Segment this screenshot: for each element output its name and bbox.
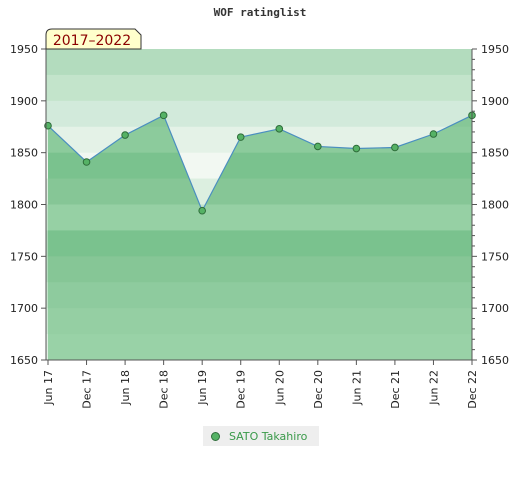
background-band [46, 49, 472, 76]
y-tick-label-right: 1900 [481, 95, 509, 108]
y-tick-label-right: 1950 [481, 43, 509, 56]
series-line [47, 114, 473, 213]
data-point [275, 125, 284, 133]
year-range-badge: 2017–2022 [45, 28, 142, 50]
area-band [48, 178, 472, 205]
area-band [48, 308, 472, 335]
y-axis-left-labels: 1650 1700 1750 1800 1850 1900 1950 [10, 43, 38, 367]
data-point [121, 131, 129, 139]
x-tick-label: Jun 17 [42, 370, 55, 406]
y-tick-label-right: 1800 [481, 199, 509, 212]
data-point [82, 158, 91, 166]
x-tick-label: Dec 18 [158, 370, 171, 409]
data-point [391, 143, 399, 152]
y-tick-label-left: 1650 [10, 354, 38, 367]
area-band [48, 152, 472, 180]
y-tick-label-right: 1750 [481, 250, 509, 263]
x-axis-labels: Jun 17 Dec 17 Jun 18 Dec 18 Jun 19 Dec 19 Jun … [42, 370, 479, 409]
y-axis-right-labels: 1650 1700 1750 1800 1850 1900 1950 [481, 43, 509, 367]
x-tick-label: Jun 21 [350, 370, 363, 406]
y-tick-label-left: 1750 [10, 250, 38, 263]
legend-marker-icon [211, 431, 220, 441]
legend-label: SATO Takahiro [229, 429, 308, 443]
x-tick-label: Dec 22 [466, 370, 479, 409]
background-band [46, 100, 472, 128]
x-tick-label: Jun 19 [196, 370, 209, 406]
y-tick-label-left: 1850 [10, 147, 38, 160]
area-band [48, 230, 472, 257]
y-tick-label-right: 1700 [481, 302, 509, 315]
chart-title: WOF ratinglist [213, 6, 307, 19]
data-point [352, 144, 361, 153]
y-tick-label-right: 1850 [481, 147, 509, 160]
axes [41, 48, 477, 365]
y-tick-label-right: 1650 [481, 354, 509, 367]
badge-text: 2017–2022 [53, 33, 131, 49]
x-tick-label: Jun 22 [427, 370, 440, 406]
series-markers [44, 111, 476, 215]
data-point [236, 133, 245, 141]
area-band [48, 256, 472, 283]
data-point [159, 111, 168, 120]
y-tick-label-left: 1700 [10, 302, 38, 315]
x-tick-label: Jun 20 [273, 370, 286, 406]
x-tick-label: Jun 18 [119, 370, 132, 406]
legend: SATO Takahiro [203, 426, 319, 446]
area-band [48, 204, 472, 231]
y-tick-label-left: 1950 [10, 43, 38, 56]
x-tick-label: Dec 19 [235, 370, 248, 409]
y-tick-label-left: 1800 [10, 199, 38, 212]
data-point [429, 130, 438, 138]
y-tick-label-left: 1900 [10, 95, 38, 108]
area-band [48, 282, 472, 309]
background-band [46, 74, 472, 102]
x-tick-label: Dec 20 [312, 370, 325, 409]
x-tick-label: Dec 21 [389, 370, 402, 409]
data-point [314, 142, 322, 151]
x-tick-label: Dec 17 [81, 370, 94, 409]
area-band [48, 334, 472, 360]
data-point [198, 206, 206, 215]
series-line-path [47, 114, 473, 213]
